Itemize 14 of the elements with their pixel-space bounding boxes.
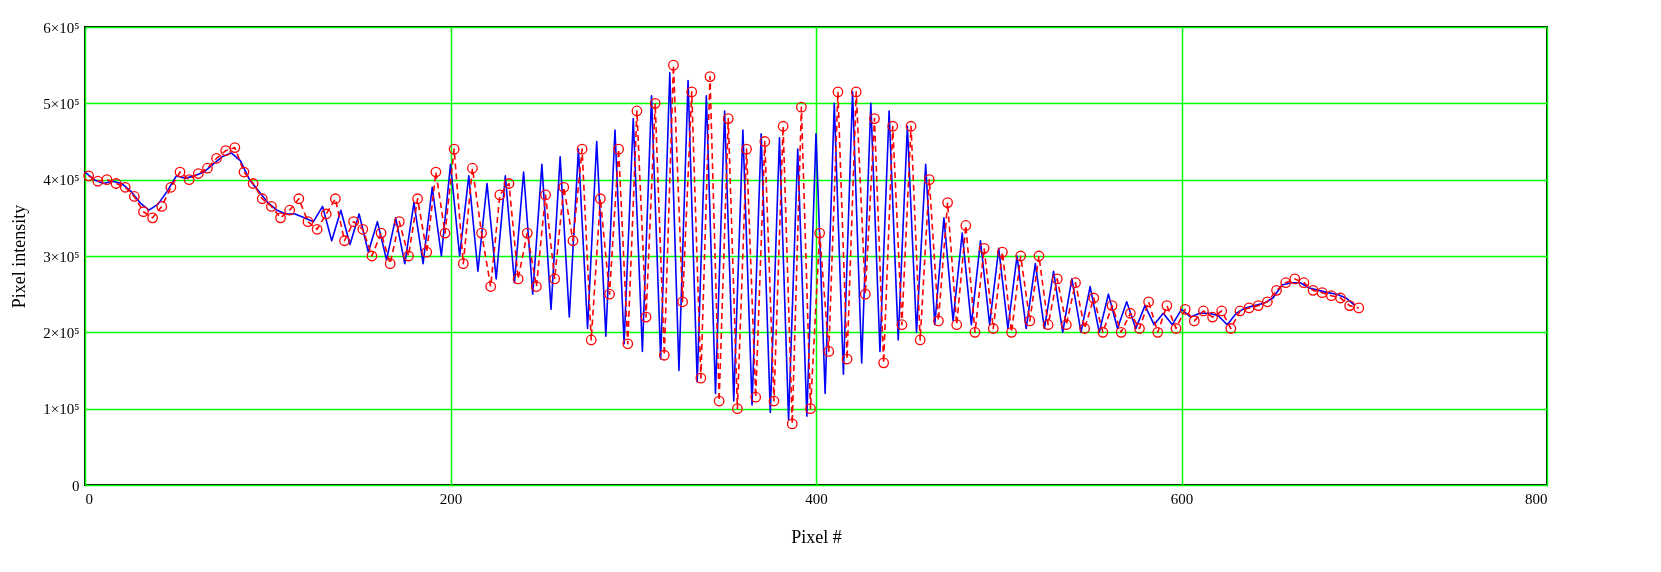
y-tick-label: 3×10⁵	[43, 248, 80, 265]
x-tick-label: 800	[1525, 490, 1548, 507]
y-axis-title: Pixel intensity	[9, 204, 30, 309]
y-tick-label: 2×10⁵	[43, 324, 80, 341]
x-tick-label: 0	[85, 490, 93, 507]
y-tick-label: 6×10⁵	[43, 19, 80, 36]
x-tick-label: 600	[1170, 490, 1194, 507]
y-tick-label: 4×10⁵	[43, 172, 80, 189]
x-tick-label: 200	[439, 490, 463, 507]
y-tick-label: 5×10⁵	[43, 95, 80, 112]
y-tick-label: 0	[72, 477, 80, 494]
x-tick-label: 400	[805, 490, 828, 507]
x-axis-title: Pixel #	[791, 526, 842, 547]
y-tick-label: 1×10⁵	[43, 401, 80, 418]
